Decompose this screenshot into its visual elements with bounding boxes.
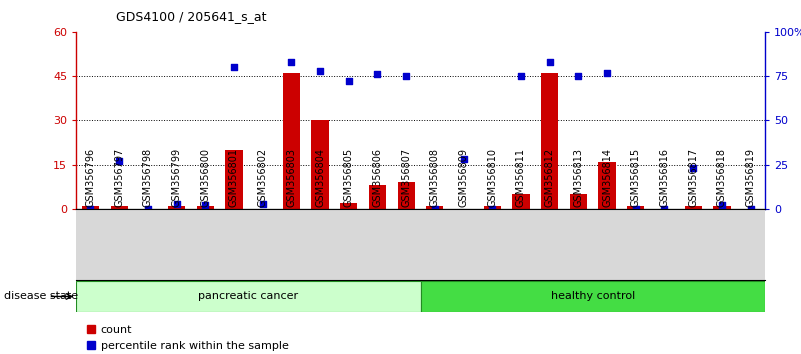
Bar [368,185,386,209]
Bar [513,194,529,209]
Point [658,206,671,212]
Point [142,206,155,212]
Point [113,158,126,164]
Point [715,202,728,208]
Point [170,201,183,206]
Point [314,68,327,74]
Bar [397,182,415,209]
Point [256,201,269,206]
Point [686,165,699,171]
Bar [570,194,587,209]
Point [486,206,499,212]
Bar [685,206,702,209]
Bar [541,73,558,209]
Point [371,72,384,77]
Legend: count, percentile rank within the sample: count, percentile rank within the sample [82,321,293,354]
Bar [283,73,300,209]
Point [199,202,211,208]
Bar [82,206,99,209]
Point [630,206,642,212]
Point [543,59,556,65]
Bar [426,206,444,209]
Text: disease state: disease state [4,291,78,302]
Bar [713,206,731,209]
Point [400,73,413,79]
Point [457,156,470,162]
Point [285,59,298,65]
Point [572,73,585,79]
Point [514,73,527,79]
Text: pancreatic cancer: pancreatic cancer [198,291,298,302]
Bar [76,281,421,312]
Bar [421,281,765,312]
Point [227,64,240,70]
Bar [168,206,185,209]
Bar [111,206,127,209]
Point [744,206,757,212]
Point [601,70,614,75]
Bar [312,120,328,209]
Text: healthy control: healthy control [550,291,635,302]
Point [342,79,355,84]
Bar [598,162,616,209]
Bar [196,206,214,209]
Bar [225,150,243,209]
Bar [627,206,644,209]
Point [84,206,97,212]
Bar [484,206,501,209]
Point [429,206,441,212]
Bar [340,203,357,209]
Text: GDS4100 / 205641_s_at: GDS4100 / 205641_s_at [116,10,267,23]
